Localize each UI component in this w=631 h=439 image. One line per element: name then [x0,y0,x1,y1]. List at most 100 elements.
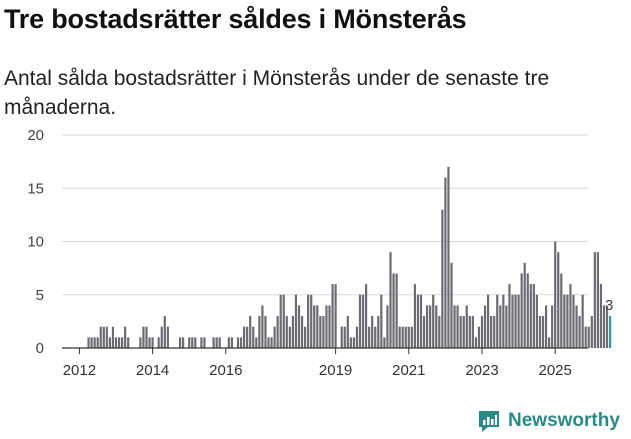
bar [328,305,331,348]
bar [462,316,465,348]
bar [368,326,371,348]
bar [246,326,249,348]
bar [239,337,243,348]
bar [538,316,542,348]
bar [252,326,255,348]
bar [566,294,569,348]
bars: 3 [87,166,613,348]
x-tick-label: 2023 [465,362,498,379]
bar [148,337,151,348]
bar [215,337,218,348]
bar [487,294,490,348]
x-tick-label: 2019 [319,362,352,379]
bar [273,326,276,348]
bar [258,316,261,348]
bar [557,252,560,348]
bar [300,316,304,348]
bar [587,326,590,348]
bar [386,305,389,348]
x-tick-label: 2021 [392,362,425,379]
bar [569,284,572,348]
bar [377,316,380,348]
bar [87,337,90,348]
bar [163,316,166,348]
bar [111,326,115,348]
bar [584,326,587,348]
bar [188,337,191,348]
bar [285,316,288,348]
bar [383,337,386,348]
bar [422,316,426,348]
bar [294,294,298,348]
bar [438,316,441,348]
bar [505,305,508,348]
bar [413,284,416,348]
bar [529,284,532,348]
bar [102,326,105,348]
bar [117,337,121,348]
bar [331,284,334,348]
bar [194,337,197,348]
bar [371,316,374,348]
bar [358,294,362,348]
bar [410,326,413,348]
bar [605,305,609,348]
bar [459,316,462,348]
bar [151,337,154,348]
bar [404,326,407,348]
bar [255,337,258,348]
bar [526,273,529,348]
bar [322,316,325,348]
bar [551,305,554,348]
bar [480,316,484,348]
bar [490,316,493,348]
bar [279,294,282,348]
bar [355,326,359,348]
bar [554,241,557,348]
bar [166,326,169,348]
bar [334,284,337,348]
bar [307,294,310,348]
newsworthy-icon [479,411,499,432]
bar [575,305,578,348]
bar [200,337,203,348]
bar [474,337,477,348]
bar [477,326,481,348]
y-tick-label: 20 [27,127,44,144]
bar [325,305,328,348]
bar [343,326,346,348]
bar [535,294,538,348]
bar [523,262,526,348]
bar [230,337,233,348]
bar [105,326,108,348]
newsworthy-logo: Newsworthy [476,408,620,434]
bar [578,316,581,348]
bar [264,316,267,348]
brand-name: Newsworthy [508,410,620,431]
bar [465,305,468,348]
bar [389,252,392,348]
bar [483,305,487,348]
bar [182,337,185,348]
bar [349,337,352,348]
y-tick-label: 5 [36,287,44,304]
bar [401,326,404,348]
bar [511,294,514,348]
chart-subtitle: Antal sålda bostadsrätter i Mönsterås un… [4,67,550,119]
bar [212,337,215,348]
bar [416,294,420,348]
bar [380,294,383,348]
x-tick-label: 2016 [209,362,242,379]
bar [96,337,99,348]
bar [596,252,599,348]
bar [236,337,240,348]
bar [267,337,270,348]
bar [508,284,511,348]
bar [288,326,291,348]
bar [392,273,395,348]
bar [398,326,401,348]
bar [157,337,160,348]
bar [450,262,453,348]
bar [496,294,499,348]
bar [447,166,450,348]
